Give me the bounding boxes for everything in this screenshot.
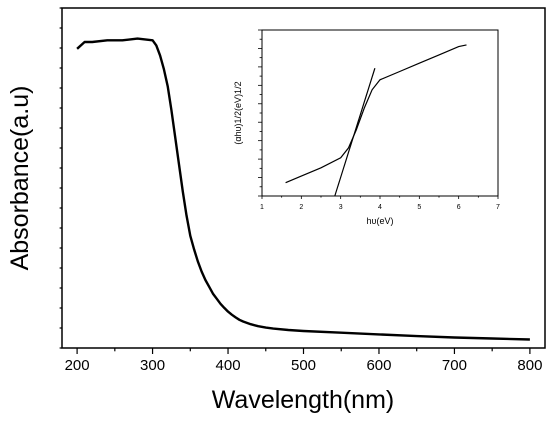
main-x-tick-labels: 200 300 400 500 600 700 800 <box>65 357 543 374</box>
x-tick-label: 300 <box>140 357 165 374</box>
inset-y-axis-label: (αhυ)1/2(eV)1/2 <box>233 81 243 144</box>
x-tick-label: 800 <box>517 357 542 374</box>
main-y-axis-label: Absorbance(a.u) <box>6 86 34 271</box>
inset-x-tick-labels: 1 2 3 4 5 6 7 <box>260 204 500 211</box>
x-tick-label: 400 <box>216 357 241 374</box>
inset-plot-frame <box>261 29 499 197</box>
x-tick-label: 6 <box>457 204 461 211</box>
inset-tangent-line <box>334 68 376 197</box>
x-tick-label: 600 <box>366 357 391 374</box>
x-tick-label: 2 <box>299 204 303 211</box>
inset-x-ticks <box>261 196 499 199</box>
x-tick-label: 500 <box>291 357 316 374</box>
x-tick-label: 200 <box>65 357 90 374</box>
x-tick-label: 1 <box>260 204 264 211</box>
inset-curve-line <box>285 44 467 184</box>
main-y-ticks <box>59 7 62 349</box>
x-tick-label: 5 <box>417 204 421 211</box>
x-tick-label: 7 <box>496 204 500 211</box>
main-series-line <box>76 37 530 341</box>
inset-x-axis-label: hυ(eV) <box>367 216 394 226</box>
x-tick-label: 3 <box>339 204 343 211</box>
inset-y-ticks <box>258 29 262 197</box>
main-x-axis-label: Wavelength(nm) <box>212 386 394 414</box>
x-tick-label: 4 <box>378 204 382 211</box>
x-tick-label: 700 <box>442 357 467 374</box>
main-x-ticks <box>76 348 531 354</box>
